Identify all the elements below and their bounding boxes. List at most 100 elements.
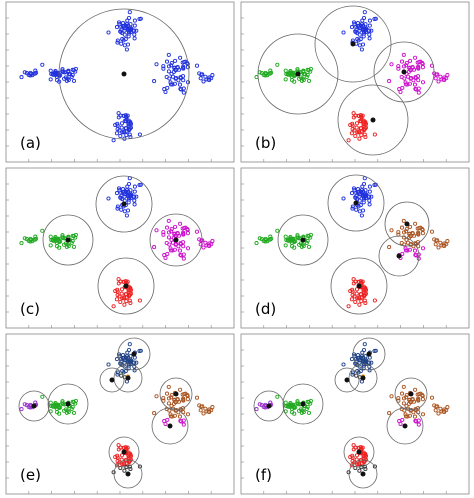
point [154, 62, 159, 67]
point [206, 77, 211, 82]
point [290, 244, 295, 249]
panel-label: (b) [255, 134, 276, 152]
point [291, 404, 296, 409]
point [350, 370, 355, 375]
point [420, 412, 426, 417]
point [357, 136, 362, 141]
point [348, 122, 353, 128]
point [115, 127, 120, 132]
point [404, 237, 409, 242]
point [350, 206, 355, 211]
point [397, 87, 402, 92]
point [355, 363, 360, 368]
point [70, 404, 75, 410]
point [404, 392, 409, 398]
point [180, 60, 185, 65]
point [116, 277, 121, 282]
point [399, 391, 405, 396]
point [174, 76, 179, 81]
point [355, 353, 361, 358]
point [179, 253, 184, 258]
point [287, 402, 292, 407]
point [300, 242, 305, 247]
point [341, 362, 346, 367]
point [168, 80, 173, 85]
point [126, 193, 131, 198]
point [166, 218, 171, 223]
point [433, 408, 438, 413]
point [362, 132, 367, 137]
cluster-center [65, 237, 71, 243]
point [363, 125, 368, 130]
point [19, 75, 24, 80]
point [408, 58, 413, 63]
cluster-circle [348, 459, 378, 489]
point [120, 37, 125, 42]
point [169, 71, 174, 76]
point [396, 66, 401, 71]
cluster-center [125, 471, 131, 477]
point [65, 408, 70, 413]
point [372, 464, 377, 469]
panel-label: (c) [20, 300, 40, 318]
point [354, 373, 359, 378]
point [291, 72, 296, 77]
point [117, 22, 122, 27]
point [367, 23, 372, 28]
point [48, 243, 53, 248]
point [413, 387, 418, 392]
point [357, 295, 362, 300]
point [120, 197, 125, 202]
point [73, 401, 78, 406]
point [411, 399, 417, 404]
point [204, 77, 209, 82]
point [116, 443, 121, 448]
point [132, 36, 137, 41]
point [354, 291, 359, 296]
cluster-center [109, 377, 115, 383]
point [167, 242, 172, 247]
point [436, 79, 441, 84]
point [161, 230, 166, 235]
point [367, 32, 372, 37]
cluster-circle [253, 390, 285, 422]
point [389, 394, 394, 399]
point [166, 401, 171, 406]
point [403, 80, 408, 85]
point [123, 119, 129, 124]
point [180, 392, 185, 397]
point [367, 368, 372, 373]
point [359, 47, 364, 52]
point [387, 411, 392, 416]
point [405, 82, 410, 87]
point [305, 72, 310, 78]
point [48, 68, 53, 73]
point [355, 296, 360, 301]
point [132, 184, 137, 189]
point [181, 256, 186, 261]
point [126, 27, 131, 32]
cluster-circle [386, 407, 424, 445]
point [122, 302, 127, 307]
point [114, 297, 119, 302]
point [355, 21, 361, 26]
point [124, 47, 129, 52]
point [351, 111, 356, 116]
cluster-circle [97, 257, 155, 315]
point [115, 370, 120, 375]
point [254, 407, 259, 412]
point [435, 238, 440, 243]
point [350, 372, 355, 377]
point [367, 36, 372, 41]
point [132, 368, 137, 373]
cluster-center [404, 221, 410, 227]
point [122, 461, 127, 466]
cluster-circle [99, 367, 125, 393]
point [372, 298, 377, 303]
point [162, 419, 167, 424]
point [26, 238, 31, 243]
point [389, 228, 394, 233]
point [198, 408, 203, 413]
point [416, 422, 421, 427]
point [126, 181, 132, 187]
